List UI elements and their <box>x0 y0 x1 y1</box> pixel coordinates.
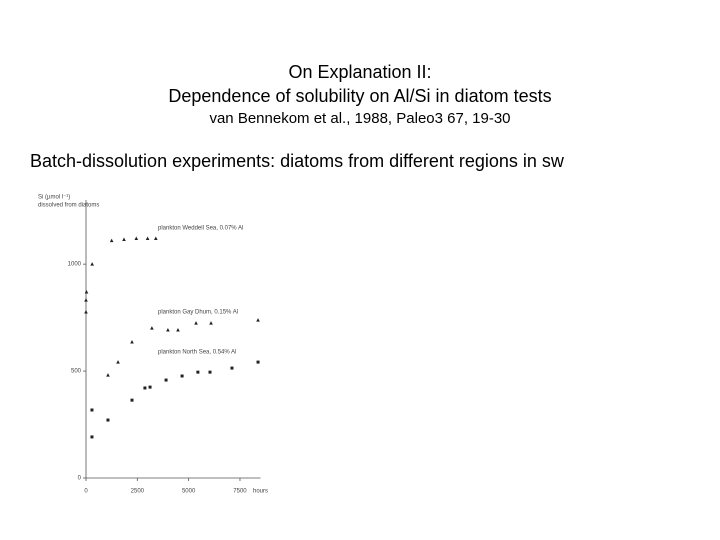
citation: van Bennekom et al., 1988, Paleo3 67, 19… <box>209 110 511 127</box>
title: Dependence of solubility on Al/Si in dia… <box>168 86 552 106</box>
data-point <box>208 370 212 374</box>
y-label: dissolved from diatoms <box>38 203 99 209</box>
data-point <box>84 289 89 294</box>
data-point <box>90 435 94 439</box>
data-point <box>84 298 88 302</box>
series-label: plankton Weddell Sea, 0.07% Al <box>158 226 243 232</box>
series-label: plankton North Sea, 0.54% Al <box>158 350 236 356</box>
data-point <box>106 418 110 422</box>
data-point <box>90 262 94 266</box>
data-point <box>256 360 260 364</box>
x-tick-label: 2500 <box>131 489 145 495</box>
data-point <box>109 238 114 243</box>
x-label: hours <box>253 489 268 495</box>
y-tick-label: 0 <box>78 476 82 482</box>
data-point <box>134 236 139 240</box>
data-point <box>166 328 170 332</box>
data-point <box>194 321 198 325</box>
data-point <box>230 366 234 370</box>
data-point <box>145 236 150 240</box>
title: On Explanation II: <box>288 62 432 82</box>
data-point <box>154 236 158 240</box>
data-point <box>130 339 134 344</box>
data-point <box>256 318 260 322</box>
y-label: Si (µmol l⁻¹) <box>38 195 70 201</box>
data-point <box>196 370 200 374</box>
data-point <box>150 326 154 330</box>
data-point <box>122 237 126 242</box>
x-tick-label: 7500 <box>233 489 247 495</box>
data-point <box>209 321 213 325</box>
data-point <box>90 408 94 412</box>
series-label: plankton Gay Dhum, 0.15% Al <box>158 310 238 316</box>
data-point <box>106 373 110 377</box>
subtitle: Batch-dissolution experiments: diatoms f… <box>30 151 564 171</box>
data-point <box>84 310 88 314</box>
data-point <box>143 386 147 390</box>
data-point <box>148 385 152 389</box>
x-tick-label: 5000 <box>182 489 196 495</box>
x-tick-label: 0 <box>84 489 88 495</box>
data-point <box>176 328 180 332</box>
data-point <box>116 360 120 364</box>
data-point <box>180 374 184 378</box>
y-tick-label: 500 <box>71 369 82 375</box>
y-tick-label: 1000 <box>68 262 82 268</box>
data-point <box>130 398 134 402</box>
data-point <box>164 378 168 382</box>
